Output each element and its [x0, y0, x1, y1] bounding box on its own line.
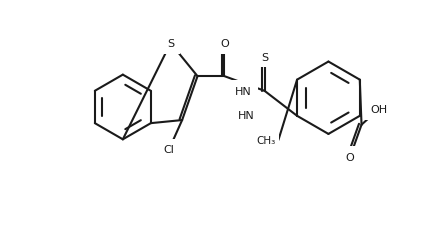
Text: O: O — [346, 152, 354, 162]
Text: O: O — [220, 39, 229, 49]
Text: CH₃: CH₃ — [257, 135, 276, 145]
Text: S: S — [261, 53, 268, 63]
Text: Cl: Cl — [164, 145, 175, 155]
Text: HN: HN — [235, 86, 252, 96]
Text: HN: HN — [238, 111, 254, 121]
Text: OH: OH — [370, 105, 387, 115]
Text: S: S — [167, 39, 174, 49]
